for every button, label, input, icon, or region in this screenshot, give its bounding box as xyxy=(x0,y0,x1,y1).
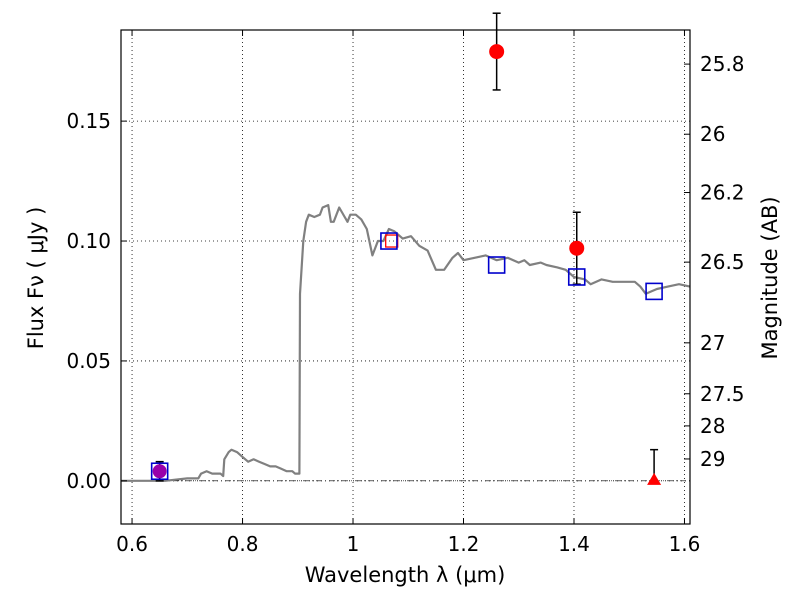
model-photometry-square xyxy=(380,232,398,250)
observed-point xyxy=(489,44,505,60)
grid xyxy=(121,30,690,524)
x-tick-label: 0.8 xyxy=(227,532,259,556)
x-tick-label: 1.4 xyxy=(558,532,590,556)
y2-tick-label: 26 xyxy=(700,122,725,146)
dropout-point xyxy=(152,464,167,479)
y-axis-label: Flux Fν ( μJy ) xyxy=(24,207,48,350)
small-box-marker xyxy=(385,234,399,248)
x-tick-label: 1 xyxy=(347,532,360,556)
y-tick-label: 0.05 xyxy=(66,349,111,373)
model-photometry-square xyxy=(487,256,506,274)
plot-frame xyxy=(120,29,691,525)
y2-axis-label: Magnitude (AB) xyxy=(758,196,782,359)
x-tick-label: 1.2 xyxy=(448,532,480,556)
y2-tick-label: 26.2 xyxy=(700,181,745,205)
observed-point xyxy=(569,240,585,256)
y-tick-label: 0.15 xyxy=(66,109,111,133)
y2-tick-label: 29 xyxy=(700,447,725,471)
model-photometry-square xyxy=(150,462,169,481)
y-tick-label: 0.00 xyxy=(66,469,111,493)
y-tick-label: 0.10 xyxy=(66,229,111,253)
model-photometry-square xyxy=(645,282,663,301)
x-tick-label: 0.6 xyxy=(116,532,148,556)
y2-tick-label: 27 xyxy=(700,331,725,355)
x-tick-label: 1.6 xyxy=(669,532,701,556)
model-photometry-square xyxy=(567,268,586,286)
tick-labels: 0.6 0.8 1 1.2 1.4 1.6 0.00 0.05 0.10 0.15 25.8 26 26… xyxy=(66,52,744,556)
template-sed xyxy=(121,204,691,482)
sed-curve xyxy=(121,204,691,482)
x-axis-label: Wavelength λ (μm) xyxy=(305,563,506,587)
y2-tick-label: 25.8 xyxy=(700,52,745,76)
photometry-markers xyxy=(150,12,663,485)
y2-tick-label: 27.5 xyxy=(700,382,745,406)
y2-tick-label: 28 xyxy=(700,414,725,438)
upper-limit-triangle xyxy=(647,472,662,485)
ticks xyxy=(121,30,690,524)
y2-tick-label: 26.5 xyxy=(700,250,745,274)
